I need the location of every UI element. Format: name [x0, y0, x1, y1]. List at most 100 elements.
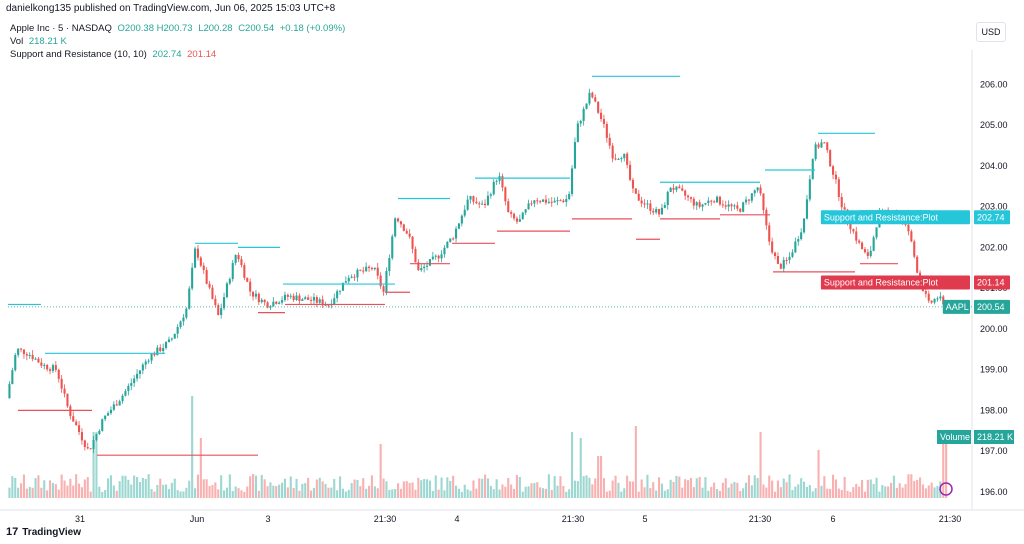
candle-body	[165, 342, 168, 349]
candle-body	[408, 233, 411, 237]
candle-body	[747, 199, 750, 201]
candle-body	[214, 298, 217, 306]
volume-bar	[176, 490, 179, 498]
candle-body	[527, 203, 530, 210]
volume-bar	[243, 491, 246, 498]
candle-body	[739, 208, 742, 212]
close-value: C200.54	[238, 23, 275, 34]
candle-body	[147, 360, 150, 362]
candle-body	[849, 221, 852, 230]
volume-bar	[98, 486, 101, 498]
candle-body	[223, 297, 226, 309]
candle-body	[733, 205, 736, 207]
candle-body	[92, 439, 95, 449]
candle-body	[170, 338, 173, 340]
price-tag-label-box	[820, 210, 970, 225]
candle-body	[112, 404, 115, 410]
volume-bar	[228, 474, 231, 498]
volume-bar	[814, 488, 817, 498]
candle-body	[75, 421, 78, 426]
candle-body	[794, 241, 797, 253]
candle-body	[254, 293, 257, 297]
currency-button[interactable]: USD	[976, 22, 1006, 42]
volume-bar	[144, 479, 147, 498]
candle-body	[257, 293, 260, 303]
candle-body	[336, 291, 339, 299]
volume-bar	[14, 477, 17, 498]
volume-bar	[724, 478, 727, 498]
candle-body	[173, 333, 176, 339]
candle-body	[713, 201, 716, 203]
volume-bar	[382, 478, 385, 498]
candle-body	[866, 252, 869, 257]
candle-body	[687, 195, 690, 198]
volume-bar	[771, 480, 774, 498]
candle-body	[707, 200, 710, 204]
volume-bar	[776, 480, 779, 498]
price-tag-label: AAPL	[946, 302, 969, 312]
candle-body	[463, 209, 466, 216]
candle-body	[66, 393, 69, 407]
candle-body	[553, 200, 556, 203]
volume-bar	[707, 490, 710, 498]
candle-body	[814, 144, 817, 160]
volume-bar	[408, 482, 411, 498]
candle-body	[11, 370, 14, 385]
candle-body	[832, 166, 835, 175]
candle-body	[875, 227, 878, 238]
volume-bar	[730, 483, 733, 498]
volume-bar	[658, 477, 661, 498]
volume-bar	[617, 482, 620, 498]
volume-bar	[553, 476, 556, 498]
candle-body	[350, 276, 353, 278]
sr-label: Support and Resistance (10, 10)	[10, 49, 147, 60]
candle-body	[121, 395, 124, 402]
volume-bar	[901, 487, 904, 498]
volume-bar	[457, 488, 460, 498]
sr-row[interactable]: Support and Resistance (10, 10) 202.74 2…	[10, 48, 345, 61]
volume-bar	[710, 486, 713, 498]
candle-body	[666, 191, 669, 206]
candle-body	[379, 275, 382, 287]
volume-row[interactable]: Vol 218.21 K	[10, 35, 345, 48]
candle-body	[144, 361, 147, 365]
price-tick-label: 204.00	[980, 161, 1008, 171]
volume-bar	[304, 483, 307, 498]
volume-bar	[646, 474, 649, 498]
volume-bar	[118, 481, 121, 498]
volume-bar	[394, 489, 397, 498]
volume-bar	[220, 475, 223, 498]
volume-bar	[237, 488, 240, 498]
candle-body	[318, 299, 321, 303]
volume-bar	[530, 483, 533, 498]
tradingview-brand[interactable]: 17 TradingView	[6, 526, 81, 538]
candle-body	[779, 263, 782, 269]
volume-bar	[623, 488, 626, 498]
candle-body	[385, 271, 388, 292]
candle-body	[43, 365, 46, 367]
candle-body	[127, 385, 130, 392]
candle-body	[771, 241, 774, 253]
price-tick-label: 203.00	[980, 202, 1008, 212]
candle-body	[60, 378, 63, 389]
candle-body	[776, 256, 779, 264]
time-axis: 31 Jun 3 21:30 4 21:30 5 21:30 6 21:30	[75, 514, 961, 524]
volume-bar	[469, 490, 472, 498]
candle-body	[626, 153, 629, 165]
candle-body	[426, 265, 429, 267]
candle-body	[159, 347, 162, 352]
candle-body	[394, 218, 397, 237]
volume-bar	[904, 484, 907, 498]
candle-body	[855, 231, 858, 241]
candle-body	[504, 187, 507, 202]
candle-body	[571, 168, 574, 194]
candle-body	[689, 197, 692, 199]
candle-body	[788, 256, 791, 261]
candle-body	[428, 259, 431, 266]
volume-bar	[205, 479, 208, 498]
volume-bar	[185, 487, 188, 498]
symbol-row[interactable]: Apple Inc · 5 · NASDAQ O200.38 H200.73 L…	[10, 22, 345, 35]
candle-body	[411, 236, 414, 249]
candle-body	[507, 201, 510, 213]
